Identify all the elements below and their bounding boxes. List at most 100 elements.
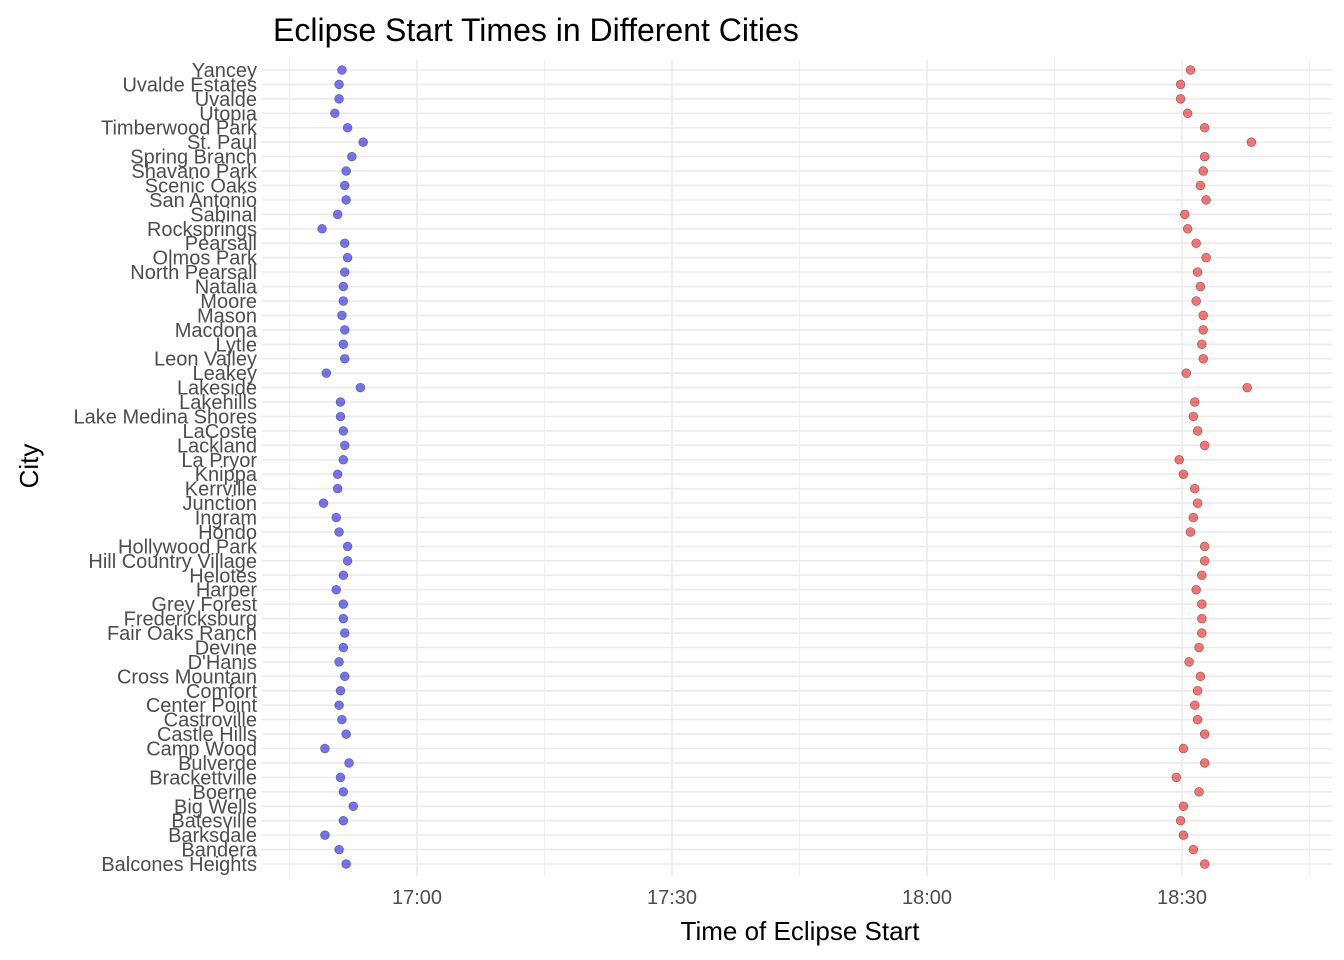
y-tick-label: Yancey <box>192 60 257 82</box>
end-point <box>1175 79 1186 90</box>
end-point <box>1192 714 1203 725</box>
y-tick-label: Lackland <box>177 435 257 457</box>
start-point <box>338 296 349 306</box>
end-point <box>1171 772 1182 783</box>
y-tick-label: Batesville <box>171 811 257 833</box>
y-tick-label: North Pearsall <box>130 262 257 284</box>
y-tick-label: Camp Wood <box>146 739 257 761</box>
start-point <box>340 267 350 277</box>
start-point <box>341 729 351 739</box>
start-point <box>320 743 330 754</box>
y-tick-label: Fredericksburg <box>124 609 257 631</box>
y-tick-label: Macdona <box>175 320 258 342</box>
y-tick-label: Mason <box>197 305 257 327</box>
y-tick-label: Boerne <box>193 782 258 804</box>
start-point <box>344 758 354 768</box>
y-tick-label: D'Hanis <box>188 652 257 674</box>
end-point <box>1199 440 1210 451</box>
end-point <box>1198 166 1208 176</box>
y-tick-label: Hollywood Park <box>118 536 258 558</box>
y-tick-label: Junction <box>183 493 258 515</box>
end-point <box>1198 325 1208 335</box>
start-point <box>335 397 346 407</box>
end-point <box>1191 296 1201 306</box>
y-tick-label: Barksdale <box>168 825 257 847</box>
y-tick-label: Lytle <box>215 334 257 356</box>
y-tick-label: Lakeside <box>177 378 257 400</box>
end-point <box>1198 353 1208 364</box>
end-point <box>1197 599 1207 609</box>
y-tick-label: LaCoste <box>183 421 258 443</box>
start-point <box>321 368 332 378</box>
end-point <box>1185 65 1196 75</box>
end-point <box>1178 743 1189 754</box>
y-tick-label: Bulverde <box>178 753 257 775</box>
start-point <box>342 541 353 552</box>
end-point <box>1178 830 1189 840</box>
y-tick-label: Lakehills <box>179 392 257 414</box>
start-point <box>337 714 347 725</box>
end-point <box>1197 339 1207 350</box>
y-tick-label: Cross Mountain <box>117 666 257 688</box>
end-point <box>1189 700 1200 710</box>
start-point <box>338 787 349 797</box>
y-tick-label: Sabinal <box>190 204 257 226</box>
end-point <box>1197 628 1207 638</box>
end-point <box>1194 642 1204 653</box>
y-tick-label: San Antonio <box>149 190 257 212</box>
start-point <box>355 382 366 393</box>
end-point <box>1199 556 1210 566</box>
y-tick-label: Center Point <box>146 695 258 717</box>
end-point <box>1242 382 1252 393</box>
x-tick-label: 17:00 <box>392 887 442 909</box>
start-point <box>340 440 350 451</box>
end-point <box>1199 859 1210 869</box>
y-tick-label: Scenic Oaks <box>145 175 257 197</box>
end-point <box>1174 455 1184 465</box>
start-point <box>340 353 350 364</box>
start-point <box>340 628 350 638</box>
start-point <box>331 512 342 523</box>
end-point <box>1195 281 1206 292</box>
y-tick-label: Grey Forest <box>151 594 257 616</box>
end-point <box>1192 426 1203 436</box>
y-tick-label: Balcones Heights <box>101 854 257 876</box>
y-tick-label: Leakey <box>193 363 258 385</box>
start-point <box>335 686 346 696</box>
end-point <box>1192 267 1203 277</box>
end-point <box>1197 570 1207 581</box>
end-point <box>1182 108 1193 119</box>
end-point <box>1189 397 1200 407</box>
end-point <box>1175 815 1186 826</box>
start-point <box>340 325 350 335</box>
start-point <box>320 830 330 840</box>
y-tick-label: Ingram <box>195 508 257 530</box>
end-point <box>1199 151 1210 162</box>
y-tick-label: Shavano Park <box>131 161 258 183</box>
y-tick-label: Kerrville <box>185 479 257 501</box>
end-point <box>1191 238 1201 248</box>
x-axis-title: Time of Eclipse Start <box>681 916 921 946</box>
end-point <box>1201 195 1211 205</box>
start-point <box>335 411 346 422</box>
y-tick-label: Bandera <box>181 840 257 862</box>
end-point <box>1246 137 1257 147</box>
end-point <box>1184 657 1194 667</box>
y-tick-label: La Pryor <box>181 450 257 472</box>
start-point <box>337 65 347 75</box>
start-point <box>334 79 344 90</box>
start-point <box>340 238 350 248</box>
start-point <box>338 599 349 609</box>
y-tick-label: Hondo <box>198 522 257 544</box>
start-point <box>340 671 350 682</box>
start-point <box>342 252 353 263</box>
end-point <box>1199 758 1210 768</box>
end-point <box>1199 541 1210 552</box>
y-tick-label: Uvalde Estates <box>122 74 257 96</box>
end-point <box>1192 498 1203 508</box>
end-point <box>1178 801 1189 812</box>
start-point <box>338 642 349 653</box>
chart-title: Eclipse Start Times in Different Cities <box>273 12 799 48</box>
start-point <box>334 94 344 104</box>
start-point <box>334 844 344 855</box>
